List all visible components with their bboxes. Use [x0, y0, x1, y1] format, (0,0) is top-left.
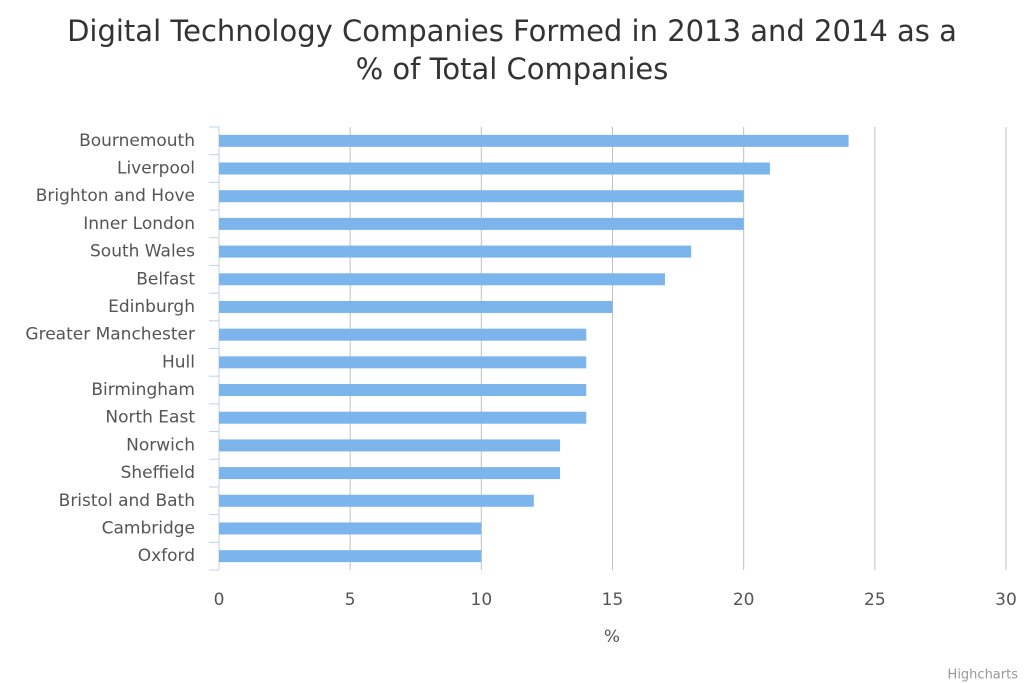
- bar: [219, 467, 561, 480]
- x-tick-label: 25: [864, 590, 886, 610]
- bar: [219, 411, 587, 424]
- chart-title: Digital Technology Companies Formed in 2…: [67, 14, 957, 86]
- bar: [219, 384, 587, 397]
- y-tick-label: South Wales: [90, 242, 195, 262]
- bar: [219, 217, 744, 230]
- x-tick-label: 15: [602, 590, 624, 610]
- bar: [219, 328, 587, 341]
- bar: [219, 356, 587, 369]
- y-tick-label: Cambridge: [102, 518, 195, 538]
- bar: [219, 134, 849, 147]
- bar: [219, 162, 770, 175]
- y-tick-label: Edinburgh: [108, 297, 195, 317]
- y-tick-label: North East: [105, 408, 195, 428]
- bar: [219, 494, 534, 507]
- x-tick-label: 30: [995, 590, 1017, 610]
- y-tick-label: Bournemouth: [79, 131, 195, 151]
- y-tick-label: Inner London: [83, 214, 195, 234]
- y-tick-label: Brighton and Hove: [36, 186, 195, 206]
- x-axis-label: %: [604, 627, 620, 647]
- x-tick-label: 10: [471, 590, 493, 610]
- y-tick-label: Liverpool: [117, 159, 195, 179]
- y-tick-label: Norwich: [126, 435, 195, 455]
- y-tick-label: Birmingham: [91, 380, 195, 400]
- bar: [219, 439, 561, 452]
- x-tick-label: 5: [345, 590, 356, 610]
- x-tick-label: 20: [733, 590, 755, 610]
- y-tick-label: Bristol and Bath: [59, 491, 195, 511]
- bar: [219, 190, 744, 203]
- credits: Highcharts: [948, 668, 1019, 683]
- bar: [219, 273, 665, 286]
- bar: [219, 522, 482, 535]
- bar: [219, 300, 613, 313]
- x-tick-label: 0: [214, 590, 225, 610]
- bar: [219, 550, 482, 563]
- bar: [219, 245, 692, 258]
- y-tick-label: Oxford: [138, 546, 195, 566]
- y-tick-label: Hull: [162, 352, 195, 372]
- y-tick-label: Belfast: [136, 269, 195, 289]
- y-tick-label: Sheffield: [121, 463, 195, 483]
- y-tick-label: Greater Manchester: [25, 325, 195, 345]
